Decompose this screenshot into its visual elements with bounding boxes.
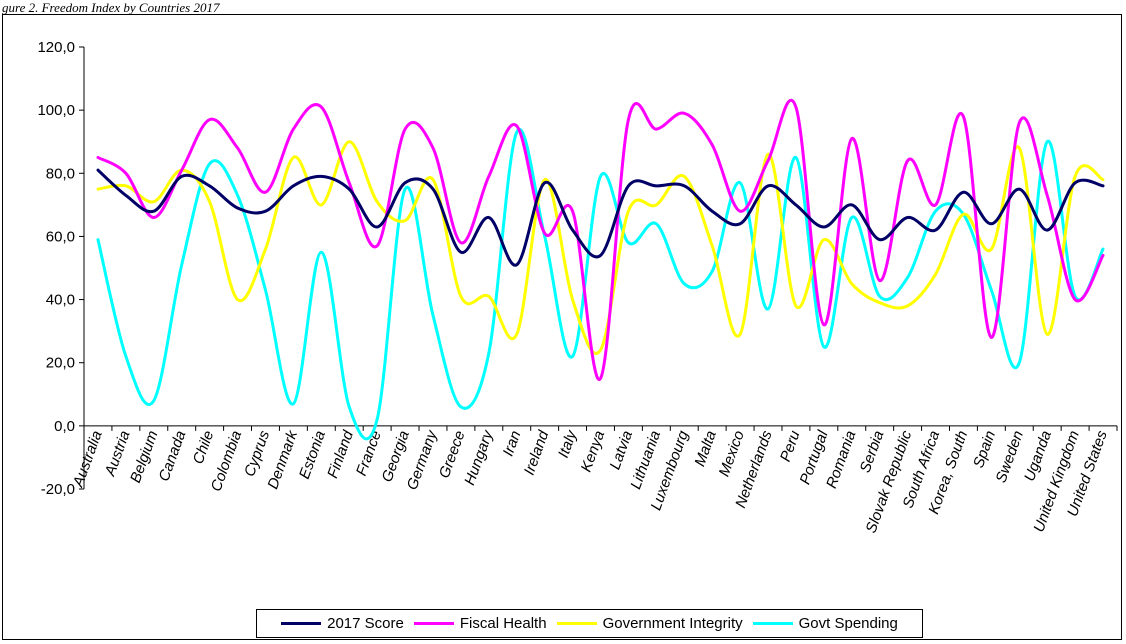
- series-line-fiscal-health: [96, 98, 1105, 381]
- legend: 2017 Score Fiscal Health Government Inte…: [256, 609, 923, 638]
- y-tick-label: 20,0: [46, 355, 75, 372]
- legend-swatch-integrity: [556, 622, 597, 625]
- legend-label-spending: Govt Spending: [798, 615, 898, 632]
- legend-swatch-spending: [752, 622, 793, 625]
- y-tick-label: 100,0: [37, 102, 75, 119]
- x-tick-label: Serbia: [857, 428, 888, 475]
- y-tick-label: 120,0: [37, 39, 75, 56]
- legend-label-fiscal: Fiscal Health: [459, 615, 547, 632]
- legend-label-integrity: Government Integrity: [602, 615, 743, 632]
- series-lines: [96, 98, 1105, 441]
- axes: [83, 47, 1117, 489]
- x-tick-label: Kenya: [578, 428, 609, 474]
- legend-item-spending: Govt Spending: [752, 615, 898, 632]
- series-line-2017-score: [96, 168, 1105, 267]
- figure-caption: gure 2. Freedom Index by Countries 2017: [2, 0, 220, 15]
- x-tick-label: France: [353, 428, 385, 478]
- x-tick-label: Iran: [500, 428, 525, 458]
- x-tick-label: Italy: [555, 427, 581, 460]
- y-tick-label: 0,0: [54, 418, 75, 435]
- x-tick-label: Latvia: [607, 428, 637, 471]
- series-line-government-integrity: [96, 140, 1105, 355]
- x-tick-label: Spain: [970, 428, 999, 470]
- y-tick-label: 60,0: [46, 228, 75, 245]
- x-tick-label: Peru: [777, 428, 804, 464]
- series-line-govt-spending: [96, 128, 1105, 441]
- y-tick-label: 80,0: [46, 165, 75, 182]
- x-tick-label: Mexico: [716, 428, 748, 478]
- legend-swatch-score: [281, 622, 322, 625]
- x-tick-label: Australia: [69, 428, 105, 490]
- legend-label-score: 2017 Score: [327, 615, 404, 632]
- legend-item-fiscal: Fiscal Health: [413, 615, 547, 632]
- x-tick-label: Malta: [691, 428, 720, 468]
- legend-swatch-fiscal: [413, 622, 454, 625]
- y-tick-label: -20,0: [41, 481, 75, 498]
- y-axis-ticks: -20,0 0,0 20,0 40,0 60,0 80,0 100,0 120,0: [37, 39, 84, 498]
- legend-item-integrity: Government Integrity: [556, 615, 743, 632]
- x-tick-label: Austria: [101, 428, 133, 479]
- x-tick-label: Chile: [190, 428, 218, 466]
- x-tick-label: Ireland: [521, 428, 553, 478]
- y-tick-label: 40,0: [46, 292, 75, 309]
- legend-item-score: 2017 Score: [281, 615, 404, 632]
